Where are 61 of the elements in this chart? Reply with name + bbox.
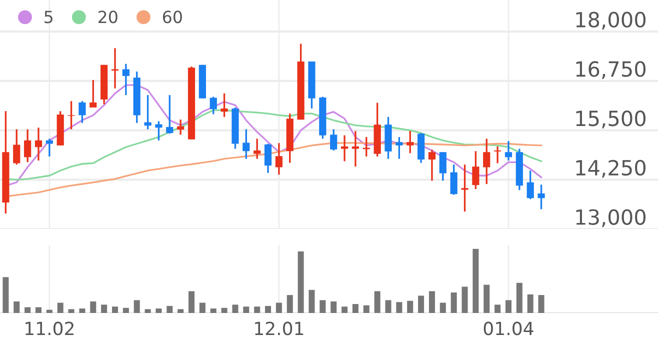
bar (221, 308, 228, 313)
bar (342, 306, 348, 313)
bar (330, 301, 337, 313)
bar (472, 248, 479, 313)
bar (254, 306, 260, 313)
bar (494, 304, 501, 313)
y-tick-label: 13,000 (576, 209, 646, 228)
bar (134, 300, 140, 313)
bar (2, 277, 9, 313)
bar (79, 308, 86, 313)
bar (101, 304, 108, 313)
bar (112, 306, 118, 313)
bar (210, 308, 216, 313)
bar (265, 306, 272, 313)
bar (243, 306, 250, 313)
bar (166, 306, 173, 313)
bar (35, 307, 42, 313)
bar (538, 295, 544, 313)
bar (484, 284, 490, 313)
bar (374, 291, 380, 313)
y-tick-label: 18,000 (576, 12, 646, 30)
bar (298, 251, 304, 313)
bar (188, 291, 195, 313)
bar (308, 290, 315, 313)
bar (276, 302, 282, 313)
legend-label: 5 (44, 10, 52, 24)
bar (57, 302, 64, 313)
bar (156, 308, 162, 313)
bar (352, 304, 358, 313)
bar (505, 300, 512, 313)
bar (68, 309, 74, 313)
y-tick-label: 14,250 (576, 160, 646, 178)
bar (516, 282, 522, 313)
x-tick-label: 01.04 (484, 322, 534, 336)
bar (527, 294, 534, 313)
bar (46, 310, 52, 313)
bar (428, 291, 435, 313)
bar (199, 302, 206, 313)
bar (450, 292, 457, 313)
legend-label: 20 (98, 10, 118, 24)
bar (90, 301, 96, 313)
bar (363, 305, 370, 313)
bar (178, 309, 184, 313)
bar (440, 302, 446, 313)
bar (144, 309, 151, 313)
x-tick-label: 12.01 (255, 322, 304, 336)
bar (14, 301, 20, 313)
x-tick-label: 11.02 (26, 322, 74, 336)
bar (24, 307, 31, 313)
bar (462, 286, 468, 313)
bar (232, 304, 238, 313)
bar (418, 296, 424, 313)
y-tick-label: 16,750 (576, 61, 646, 80)
y-tick-label: 15,500 (576, 110, 646, 128)
bar (286, 295, 293, 313)
bar (407, 300, 414, 313)
bar (320, 300, 326, 313)
legend-label: 60 (162, 10, 182, 24)
bar (122, 308, 129, 313)
bar (396, 302, 402, 313)
bar (385, 300, 392, 313)
